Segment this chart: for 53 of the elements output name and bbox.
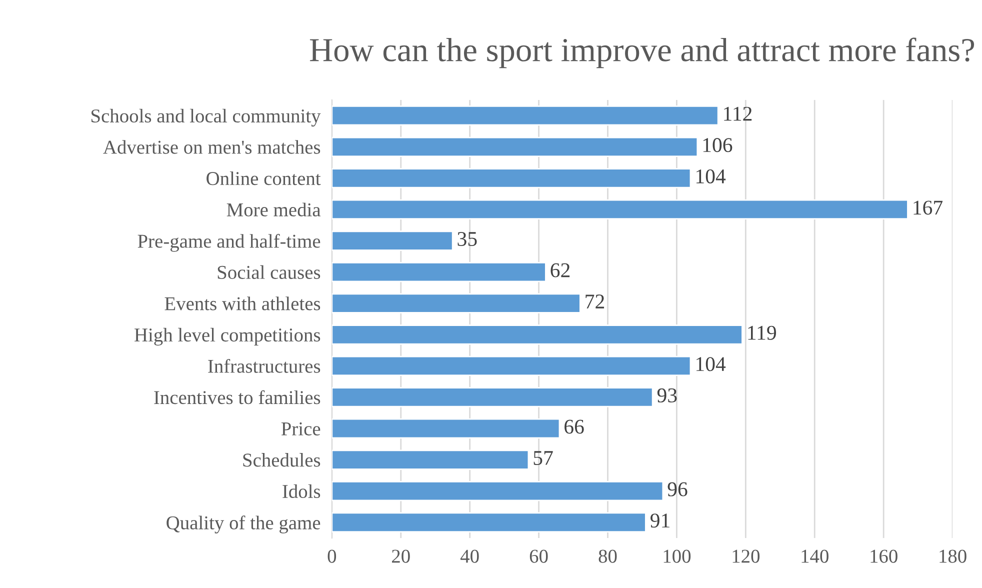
bar xyxy=(332,262,546,282)
y-tick-label: Schools and local community xyxy=(92,108,321,127)
y-tick-label: Infrastructures xyxy=(208,358,320,373)
x-tick-label: 140 xyxy=(802,550,828,563)
data-label: 167 xyxy=(914,200,943,215)
y-tick-label: Social causes xyxy=(218,265,320,279)
x-tick-label: 40 xyxy=(460,550,479,563)
y-tick-label: Schedules xyxy=(243,453,320,467)
x-tick-label: 120 xyxy=(732,550,760,563)
y-tick-label: Price xyxy=(281,422,320,436)
data-label: 91 xyxy=(650,514,670,528)
y-tick-label: More media xyxy=(226,202,321,216)
data-label: 62 xyxy=(550,263,570,278)
x-tick-label: 20 xyxy=(392,550,410,563)
data-label: 96 xyxy=(668,482,688,496)
y-tick-label: Incentives to families xyxy=(154,390,320,404)
data-label: 104 xyxy=(696,357,726,372)
y-tick-label: Pre-game and half-time xyxy=(138,234,320,252)
y-tick-label: Quality of the game xyxy=(166,516,320,534)
bar xyxy=(332,106,719,126)
x-tick-label: 0 xyxy=(328,550,336,563)
x-tick-label: 160 xyxy=(870,550,898,563)
x-tick-label: 60 xyxy=(530,550,548,563)
bar xyxy=(332,230,454,251)
y-tick-label: Idols xyxy=(282,484,320,498)
bar xyxy=(332,512,646,532)
bar xyxy=(332,168,692,188)
bar xyxy=(332,387,654,408)
y-tick-label: Events with athletes xyxy=(164,296,320,310)
bar xyxy=(332,199,908,220)
data-label: 93 xyxy=(657,388,677,402)
x-tick-label: 100 xyxy=(664,550,691,563)
data-label: 35 xyxy=(458,232,477,246)
y-tick-label: High level competitions xyxy=(134,328,320,346)
bar xyxy=(332,293,581,314)
bar xyxy=(332,324,743,345)
bar xyxy=(332,418,560,439)
x-tick-label: 80 xyxy=(598,550,617,563)
data-label: 112 xyxy=(724,106,752,121)
y-tick-label: Online content xyxy=(206,171,321,186)
data-label: 66 xyxy=(564,420,584,434)
data-label: 57 xyxy=(534,451,553,466)
data-label: 106 xyxy=(703,138,732,152)
bar xyxy=(332,450,530,470)
bar xyxy=(332,356,692,376)
y-tick-label: Advertise on men's matches xyxy=(103,140,320,154)
data-label: 119 xyxy=(748,326,776,340)
bar xyxy=(332,481,664,502)
chart-title: How can the sport improve and attract more fans? xyxy=(310,38,974,68)
bar xyxy=(332,136,698,157)
data-label: 104 xyxy=(696,169,726,184)
x-tick-label: 180 xyxy=(940,550,966,563)
data-label: 72 xyxy=(586,294,604,308)
